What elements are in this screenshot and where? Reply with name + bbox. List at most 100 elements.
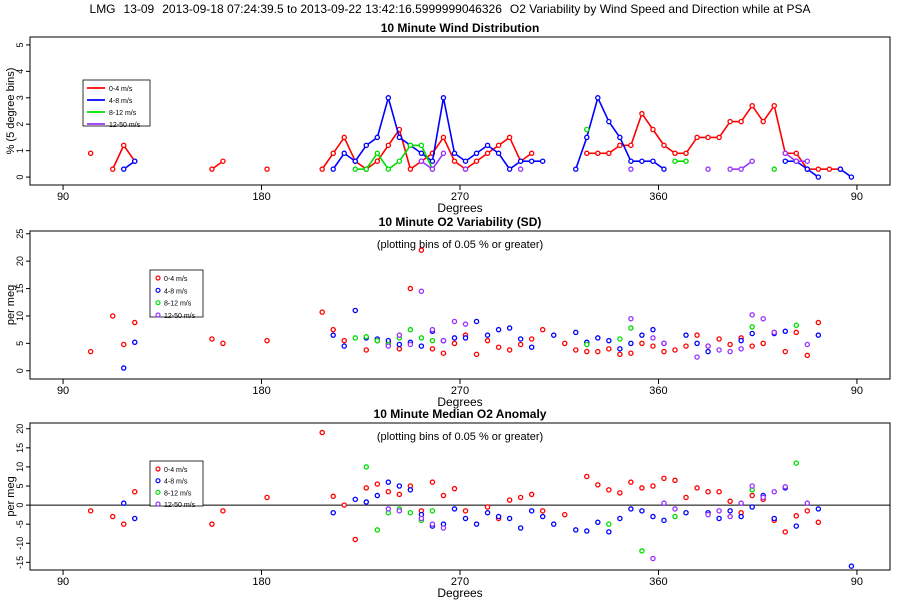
data-point — [716, 508, 722, 514]
data-point — [771, 329, 777, 336]
series-4-8 — [120, 307, 822, 371]
data-point — [517, 336, 524, 342]
data-point — [506, 166, 513, 172]
data-point — [628, 350, 634, 356]
data-point — [209, 521, 215, 527]
data-point — [264, 166, 270, 172]
data-point — [738, 513, 744, 520]
series-line-segment — [343, 137, 356, 162]
data-point — [606, 521, 612, 527]
series-line-segment — [354, 144, 367, 162]
series-line-segment — [376, 152, 389, 170]
data-point — [771, 102, 777, 109]
data-point — [352, 307, 359, 314]
data-point — [606, 337, 612, 344]
data-point — [407, 341, 414, 348]
data-point — [407, 285, 414, 292]
data-point — [506, 515, 513, 522]
data-point — [617, 346, 623, 352]
series-12-50 — [385, 288, 811, 360]
x-tick-label: 90 — [57, 385, 69, 397]
data-point — [429, 166, 436, 172]
data-point — [694, 340, 700, 347]
data-point — [650, 335, 656, 341]
data-point — [539, 158, 546, 164]
data-point — [628, 142, 634, 149]
data-point — [793, 513, 800, 519]
data-point — [451, 340, 458, 347]
legend-label: 0-4 m/s — [164, 276, 188, 283]
data-point — [639, 332, 645, 338]
data-point — [561, 340, 568, 347]
data-point — [385, 142, 392, 149]
legend: 0-4 m/s 4-8 m/s 8-12 m/s 12-50 m/s — [82, 79, 151, 129]
y-tick-label: 2 — [15, 122, 25, 127]
y-tick-label: -10 — [15, 537, 25, 550]
data-point — [628, 479, 634, 485]
plot-frame — [29, 36, 891, 186]
data-point — [517, 494, 524, 501]
data-point — [385, 166, 392, 172]
panel-3: 10 Minute Median O2 Anomaly (plotting bin… — [5, 407, 891, 600]
data-point — [220, 340, 226, 347]
data-point — [738, 337, 744, 344]
data-point — [385, 479, 392, 485]
data-point — [407, 166, 414, 172]
data-point — [683, 509, 689, 516]
data-point — [716, 515, 722, 522]
data-point — [451, 318, 458, 325]
series-line-segment — [773, 105, 787, 154]
legend-label: 12-50 m/s — [164, 502, 196, 509]
data-point — [429, 521, 436, 527]
series-line-segment — [497, 152, 511, 170]
data-point — [319, 309, 325, 315]
data-point — [352, 158, 359, 164]
data-point — [330, 166, 336, 172]
data-point — [793, 322, 800, 329]
data-point — [672, 506, 678, 512]
x-tick-label: 360 — [649, 576, 667, 588]
data-point — [617, 336, 623, 342]
data-point — [363, 166, 370, 172]
data-point — [584, 341, 590, 348]
data-point — [396, 341, 403, 348]
data-point — [727, 166, 733, 172]
data-point — [407, 487, 414, 493]
data-point — [418, 343, 425, 349]
data-point — [407, 509, 414, 516]
data-point — [815, 506, 822, 512]
y-tick-label: 25 — [15, 229, 25, 239]
data-point — [495, 150, 502, 157]
data-point — [363, 347, 370, 353]
panel-title: 10 Minute Wind Distribution — [381, 21, 540, 35]
legend-label: 12-50 m/s — [109, 122, 141, 129]
legend-label: 8-12 m/s — [109, 110, 137, 117]
data-point — [749, 158, 755, 164]
y-tick-label: 10 — [15, 311, 25, 321]
data-point — [319, 429, 325, 436]
data-point — [639, 485, 645, 491]
x-tick-label: 90 — [851, 576, 863, 588]
series-line-segment — [641, 113, 654, 130]
y-tick-label: 10 — [15, 462, 25, 472]
panel-subtitle: (plotting bins of 0.05 % or greater) — [377, 431, 543, 443]
data-point — [694, 354, 700, 360]
data-point — [771, 515, 777, 522]
data-point — [528, 344, 535, 350]
data-point — [120, 341, 127, 348]
data-point — [120, 166, 127, 172]
data-point — [650, 158, 656, 164]
data-point — [330, 332, 336, 338]
data-point — [848, 174, 855, 180]
panel-title: 10 Minute O2 Variability (SD) — [379, 215, 542, 229]
legend: 0-4 m/s 4-8 m/s 8-12 m/s 12-50 m/s — [149, 460, 204, 509]
legend: 0-4 m/s 4-8 m/s 8-12 m/s 12-50 m/s — [149, 269, 204, 320]
series-line-segment — [597, 97, 610, 122]
y-axis-label: per meg — [5, 476, 17, 516]
data-point — [131, 488, 138, 495]
data-point — [495, 513, 502, 520]
data-point — [760, 315, 766, 322]
legend-marker — [155, 275, 161, 281]
data-point — [639, 548, 645, 554]
data-point — [628, 158, 634, 164]
